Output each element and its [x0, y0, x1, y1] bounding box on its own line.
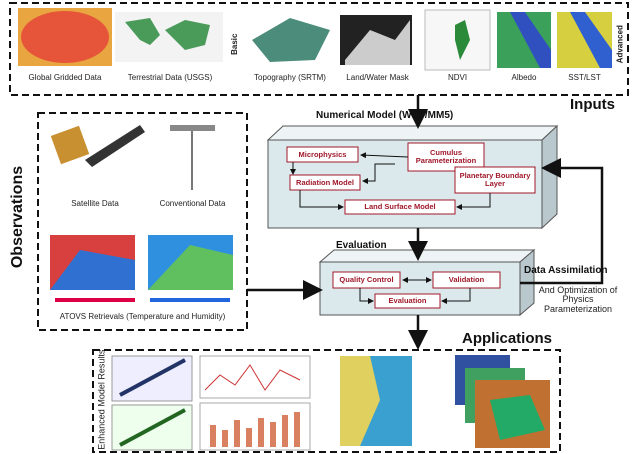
- inputs-title: Inputs: [570, 96, 615, 113]
- evaluation-node: Quality Control: [333, 272, 400, 288]
- model-title: Numerical Model (WRF/MM5): [316, 110, 453, 121]
- observations-title: Observations: [9, 157, 27, 277]
- advanced-label: Advanced: [616, 17, 624, 72]
- input-label: Terrestrial Data (USGS): [115, 74, 225, 82]
- evaluation-title: Evaluation: [336, 240, 387, 251]
- input-label: Land/Water Mask: [335, 74, 420, 82]
- basic-label: Basic: [231, 19, 239, 69]
- applications-side-label: Enhanced Model Results: [97, 350, 106, 450]
- satellite: [85, 125, 145, 167]
- model-node: Land Surface Model: [345, 200, 455, 214]
- input-label: Albedo: [497, 74, 551, 82]
- input-label: Topography (SRTM): [245, 74, 335, 82]
- diagram-shapes: [0, 0, 635, 454]
- applications-title: Applications: [462, 330, 552, 347]
- assimilation-subtitle: And Optimization of Physics Parameteriza…: [528, 286, 628, 314]
- model-node: Radiation Model: [290, 175, 360, 190]
- observation-label: Satellite Data: [45, 200, 145, 208]
- observation-label: Conventional Data: [145, 200, 240, 208]
- model-node: Planetary Boundary Layer: [455, 167, 535, 193]
- topography: [252, 18, 330, 62]
- input-label: SST/LST: [557, 74, 612, 82]
- model-node: Microphysics: [287, 147, 358, 162]
- evaluation-node: Validation: [433, 272, 500, 288]
- input-label: NDVI: [425, 74, 490, 82]
- observation-label: ATOVS Retrievals (Temperature and Humidi…: [40, 313, 245, 321]
- station: [170, 125, 215, 131]
- diagram: Global Gridded Data Terrestrial Data (US…: [0, 0, 635, 454]
- global-map-fill: [21, 11, 109, 63]
- evaluation-node: Evaluation: [375, 294, 440, 308]
- input-label: Global Gridded Data: [18, 74, 112, 82]
- assimilation-title: Data Assimilation: [524, 265, 608, 276]
